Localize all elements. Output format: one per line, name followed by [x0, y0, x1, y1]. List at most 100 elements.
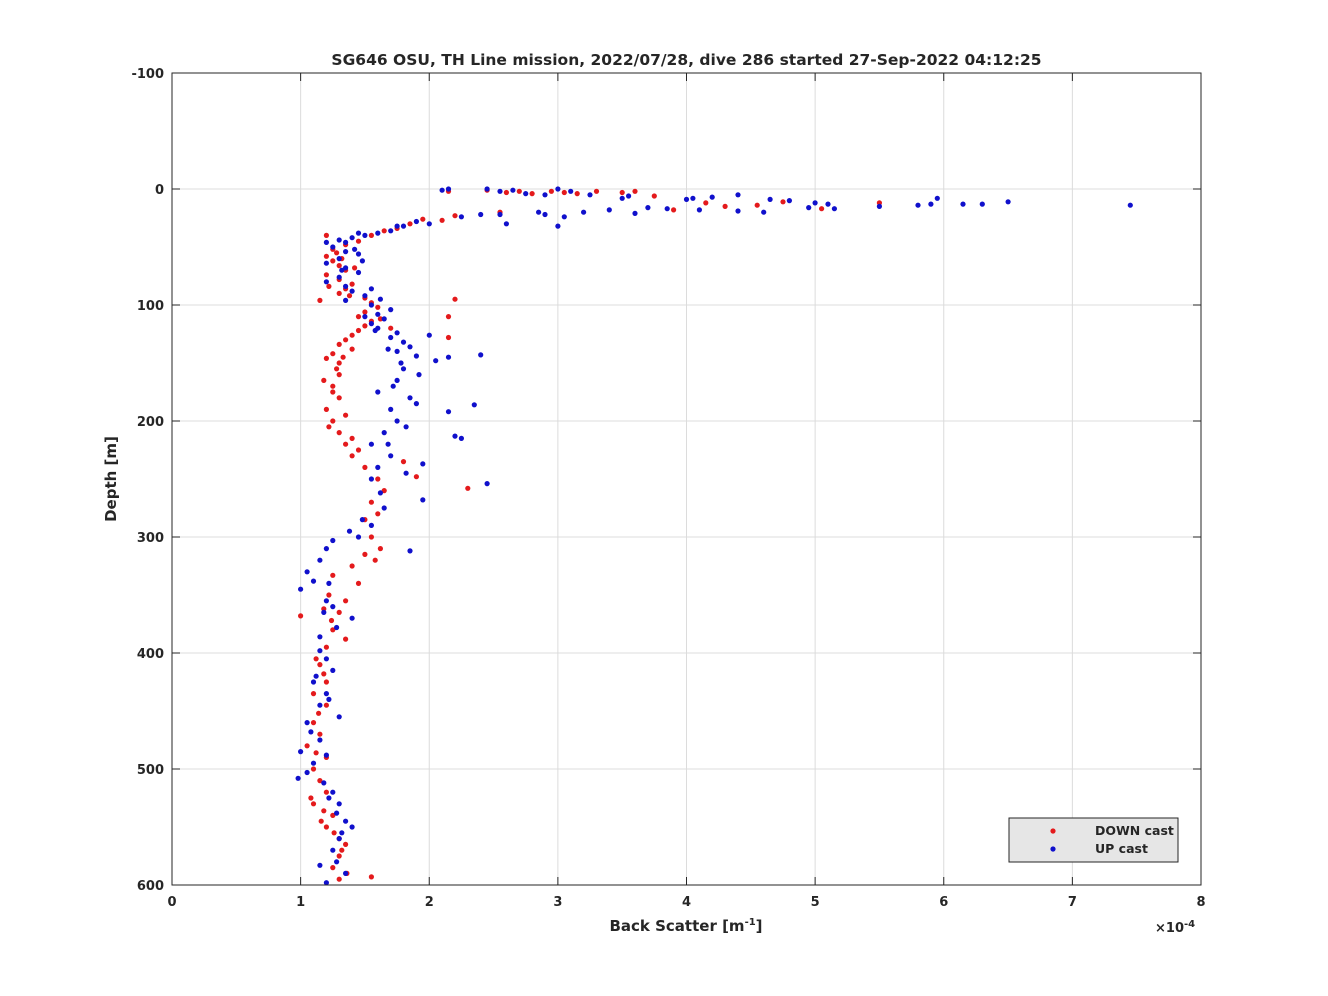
up-cast-point	[403, 424, 409, 430]
y-tick-label: 600	[137, 879, 164, 894]
up-cast-point	[381, 430, 387, 436]
up-cast-point	[336, 237, 342, 243]
down-cast-point	[330, 812, 336, 819]
down-cast-point	[355, 314, 362, 320]
up-cast-point	[407, 395, 413, 401]
up-cast-point	[323, 752, 329, 758]
up-cast-point	[400, 223, 407, 229]
down-cast-point	[355, 580, 362, 587]
up-cast-point	[310, 578, 317, 584]
down-cast-point	[330, 572, 336, 578]
down-cast-point	[722, 203, 728, 209]
down-cast-point	[819, 206, 825, 212]
down-cast-point	[651, 193, 657, 199]
up-cast-point	[330, 789, 336, 795]
up-cast-point	[368, 286, 374, 292]
down-cast-point	[632, 188, 638, 194]
up-cast-point	[317, 862, 323, 868]
down-cast-point	[310, 691, 317, 697]
up-cast-point	[375, 389, 381, 395]
up-cast-point	[420, 497, 426, 503]
down-cast-point	[349, 346, 355, 352]
up-cast-point	[334, 624, 340, 631]
down-cast-point	[336, 372, 342, 378]
up-cast-point	[346, 528, 353, 534]
up-cast-point	[388, 307, 394, 313]
down-cast-point	[349, 435, 355, 441]
y-tick-label: 0	[155, 183, 164, 198]
up-cast-point	[317, 648, 323, 654]
up-cast-point	[645, 205, 651, 211]
down-cast-point	[336, 430, 342, 436]
x-axis-multiplier: ×10-4	[1155, 919, 1195, 936]
up-cast-point	[349, 288, 355, 294]
grid	[172, 73, 1201, 885]
up-cast-point	[915, 202, 921, 208]
up-cast-point	[343, 283, 349, 289]
up-cast-point	[368, 522, 374, 529]
up-cast-point	[368, 302, 374, 308]
down-cast-point	[336, 290, 342, 296]
up-cast-point	[390, 383, 396, 389]
down-cast-point	[317, 297, 323, 303]
up-cast-point	[355, 251, 362, 257]
up-cast-point	[664, 206, 670, 212]
up-cast-point	[323, 260, 329, 266]
up-cast-point	[683, 196, 690, 202]
up-cast-point	[321, 609, 327, 616]
up-cast-point	[317, 634, 323, 640]
down-cast-point	[323, 702, 329, 708]
down-cast-point	[619, 189, 625, 196]
up-cast-point	[339, 830, 345, 836]
up-cast-point	[323, 598, 329, 604]
down-cast-point	[317, 662, 323, 668]
up-cast-point	[375, 230, 381, 236]
up-cast-point	[355, 269, 362, 276]
down-cast-point	[343, 412, 349, 418]
down-cast-point	[381, 228, 387, 234]
up-cast-point	[581, 209, 587, 215]
up-cast-point	[433, 358, 439, 364]
down-cast-point	[439, 217, 445, 223]
up-cast-point	[1127, 202, 1133, 208]
up-cast-point	[336, 801, 342, 807]
down-cast-point	[671, 207, 677, 213]
up-cast-point	[359, 517, 365, 523]
up-cast-point	[445, 354, 452, 360]
up-cast-point	[388, 334, 394, 341]
up-cast-point	[343, 239, 349, 245]
up-cast-point	[317, 702, 323, 708]
up-cast-point	[323, 239, 329, 245]
down-cast-point	[349, 453, 355, 459]
x-tick-label: 6	[939, 895, 948, 910]
down-cast-point	[343, 636, 349, 642]
up-cast-point	[523, 191, 529, 197]
down-cast-point	[336, 853, 342, 859]
up-cast-point	[690, 195, 696, 201]
down-cast-point	[529, 191, 535, 197]
up-cast-point	[388, 406, 394, 412]
up-cast-point	[343, 265, 349, 271]
up-cast-point	[413, 218, 419, 225]
up-cast-point	[368, 476, 374, 482]
down-cast-point	[352, 265, 358, 271]
up-cast-point	[394, 223, 400, 229]
up-cast-point	[413, 353, 419, 359]
up-cast-point	[825, 201, 831, 207]
up-cast-point	[336, 256, 342, 262]
up-cast-point	[536, 209, 542, 215]
x-tick-label: 7	[1068, 895, 1077, 910]
down-cast-point	[355, 238, 362, 244]
x-tick-label: 3	[553, 895, 562, 910]
down-cast-point	[375, 511, 381, 517]
y-tick-label: 300	[137, 531, 164, 546]
down-cast-point	[334, 366, 340, 372]
up-cast-point	[330, 847, 336, 853]
down-cast-point	[336, 360, 342, 366]
down-cast-point	[703, 200, 709, 206]
up-cast-point	[555, 223, 561, 229]
up-cast-point	[928, 201, 934, 207]
up-cast-point	[458, 435, 464, 441]
x-axis-multiplier-exponent: -4	[1184, 919, 1195, 930]
up-cast-point	[979, 201, 985, 207]
